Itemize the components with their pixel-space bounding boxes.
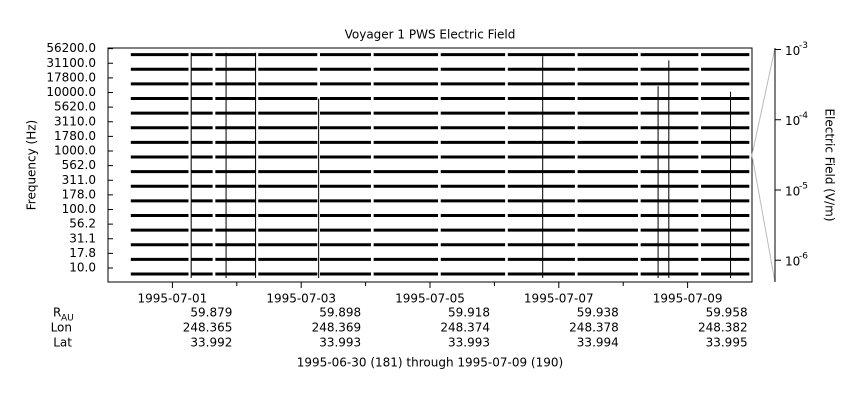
x-tick-label: 1995-07-05 — [395, 292, 465, 306]
ephemeris-value: 248.382 — [698, 321, 748, 335]
ephemeris-value: 248.365 — [183, 321, 233, 335]
x-tick-label: 1995-07-03 — [266, 292, 336, 306]
ephemeris-value: 59.958 — [706, 306, 748, 320]
ephemeris-value: 33.992 — [190, 336, 232, 350]
y2-tick-exponent: -4 — [799, 111, 808, 121]
x-tick-label: 1995-07-01 — [138, 292, 208, 306]
connector — [751, 47, 776, 156]
y-tick-label: 100.0 — [62, 202, 96, 216]
ephemeris-subscript: AU — [61, 314, 74, 324]
ephemeris-value: 33.994 — [577, 336, 619, 350]
x-tick-label: 1995-07-07 — [524, 292, 594, 306]
y2-tick-exponent: -3 — [799, 41, 808, 51]
ephemeris-value: 248.378 — [569, 321, 619, 335]
y2-axis-label: Electric Field (V/m) — [823, 108, 837, 221]
y-tick-label: 1780.0 — [54, 129, 96, 143]
footer: 1995-06-30 (181) through 1995-07-09 (190… — [297, 356, 563, 370]
y2-tick-exponent: -5 — [799, 181, 808, 191]
ephemeris-value: 59.879 — [190, 306, 232, 320]
ephemeris-value: 59.938 — [577, 306, 619, 320]
y-tick-label: 17800.0 — [46, 70, 96, 84]
ephemeris-label: R — [53, 306, 61, 320]
ephemeris-value: 33.993 — [448, 336, 490, 350]
y-tick-label: 562.0 — [62, 158, 96, 172]
y2-tick-label: 10 — [785, 114, 800, 128]
y-tick-label: 10000.0 — [46, 85, 96, 99]
y-tick-label: 178.0 — [62, 187, 96, 201]
ephemeris-label: Lat — [53, 336, 72, 350]
ephemeris-value: 59.898 — [319, 306, 361, 320]
chart-title: Voyager 1 PWS Electric Field — [345, 28, 516, 42]
y-tick-label: 56.2 — [69, 217, 96, 231]
y-tick-label: 31.1 — [69, 231, 96, 245]
y-tick-label: 311.0 — [62, 173, 96, 187]
x-tick-label: 1995-07-09 — [653, 292, 723, 306]
y2-tick-label: 10 — [785, 184, 800, 198]
y-tick-label: 1000.0 — [54, 144, 96, 158]
ephemeris-value: 248.369 — [312, 321, 362, 335]
y-tick-label: 10.0 — [69, 261, 96, 275]
y-axis-label: Frequency (Hz) — [25, 120, 39, 211]
y-tick-label: 31100.0 — [46, 56, 96, 70]
y-tick-label: 3110.0 — [54, 114, 96, 128]
ephemeris-value: 59.918 — [448, 306, 490, 320]
y-tick-label: 17.8 — [69, 246, 96, 260]
ephemeris-value: 33.995 — [706, 336, 748, 350]
y2-tick-label: 10 — [785, 255, 800, 269]
y-tick-label: 5620.0 — [54, 100, 96, 114]
ephemeris-label: Lon — [51, 321, 72, 335]
connector — [751, 154, 776, 283]
y2-tick-exponent: -6 — [799, 252, 808, 262]
ephemeris-value: 248.374 — [440, 321, 490, 335]
y-tick-label: 56200.0 — [46, 41, 96, 55]
ephemeris-value: 33.993 — [319, 336, 361, 350]
y2-tick-label: 10 — [785, 44, 800, 58]
